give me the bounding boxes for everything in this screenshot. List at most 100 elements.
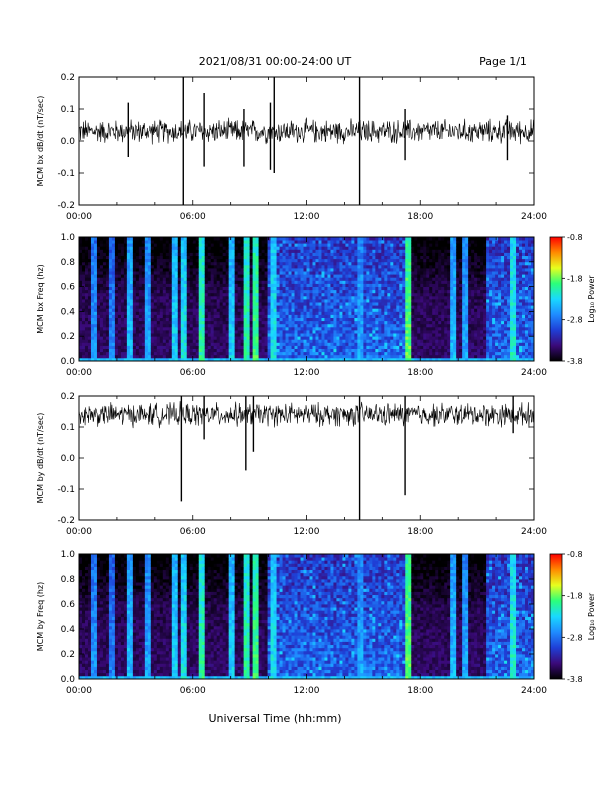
spectrogram-cell [387, 277, 391, 281]
spectrogram-cell [306, 274, 310, 278]
spectrogram-cell [231, 268, 236, 272]
spectrogram-cell [273, 243, 277, 247]
spectrogram-cell [168, 264, 173, 269]
spectrogram-cell [141, 348, 146, 353]
spectrogram-cell [360, 339, 364, 343]
spectrogram-cell [93, 277, 98, 281]
spectrogram-cell [105, 283, 110, 287]
spectrogram-cell [330, 277, 334, 281]
spectrogram-cell [216, 336, 221, 340]
spectrogram-cell [93, 314, 98, 318]
spectrogram-cell [120, 261, 125, 266]
spectrogram-cell [174, 243, 179, 247]
spectrogram-cell [390, 354, 394, 359]
spectrogram-cell [246, 280, 251, 284]
spectrogram-cell [426, 345, 430, 349]
spectrogram-cell [225, 330, 230, 334]
spectrogram-cell [327, 249, 331, 253]
spectrogram-cell [351, 268, 355, 272]
spectrogram-cell [390, 243, 394, 247]
spectrogram-cell [270, 286, 274, 291]
spectrogram-cell [408, 342, 412, 346]
spectrogram-cell [396, 339, 400, 343]
spectrogram-cell [339, 271, 343, 275]
spectrogram-cell [93, 311, 98, 315]
spectrogram-cell [363, 237, 367, 241]
spectrogram-cell [261, 354, 265, 359]
spectrogram-cell [192, 302, 197, 306]
spectrogram-cell [321, 302, 325, 306]
spectrogram-cell [138, 323, 143, 328]
spectrogram-cell [378, 271, 382, 275]
spectrogram-cell [168, 274, 173, 278]
spectrogram-cell [237, 302, 242, 306]
spectrogram-cell [90, 240, 95, 244]
spectrogram-cell [291, 339, 295, 343]
spectrogram-cell [186, 240, 191, 244]
spectrogram-cell [297, 286, 301, 291]
spectrogram-cell [294, 299, 298, 303]
spectrogram-cell [96, 354, 101, 359]
spectrogram-cell [432, 336, 436, 340]
spectrogram-cell [210, 323, 215, 328]
spectrogram-cell [213, 330, 218, 334]
spectrogram-cell [189, 289, 194, 294]
spectrogram-cell [150, 351, 155, 356]
spectrogram-cell [168, 336, 173, 340]
spectrogram-cell [216, 314, 221, 318]
spectrogram-cell [204, 333, 209, 337]
spectrogram-cell [138, 243, 143, 247]
spectrogram-cell [81, 240, 86, 244]
spectrogram-cell [213, 354, 218, 359]
spectrogram-cell [270, 323, 274, 328]
spectrogram-cell [186, 308, 191, 312]
spectrogram-cell [357, 252, 361, 256]
spectrogram-cell [84, 342, 89, 346]
spectrogram-cell [249, 333, 254, 337]
spectrogram-cell [90, 243, 95, 247]
spectrogram-cell [87, 277, 92, 281]
spectrogram-cell [79, 295, 83, 300]
spectrogram-cell [351, 326, 355, 331]
spectrogram-cell [87, 252, 92, 256]
spectrogram-cell [159, 289, 164, 294]
spectrogram-cell [429, 308, 433, 312]
spectrogram-cell [291, 333, 295, 337]
spectrogram-cell [414, 255, 418, 260]
spectrogram-cell [102, 268, 107, 272]
spectrogram-cell [252, 326, 257, 331]
spectrogram-cell [222, 299, 227, 303]
spectrogram-cell [162, 274, 167, 278]
spectrogram-cell [252, 252, 257, 256]
spectrogram-cell [120, 292, 125, 297]
spectrogram-cell [111, 357, 116, 362]
spectrogram-cell [345, 323, 349, 328]
spectrogram-cell [402, 311, 406, 315]
spectrogram-cell [399, 289, 403, 294]
spectrogram-cell [300, 271, 304, 275]
spectrogram-cell [96, 317, 101, 322]
spectrogram-cell [144, 354, 149, 359]
x-tick-label: 06:00 [180, 212, 206, 222]
spectrogram-cell [276, 255, 280, 260]
spectrogram-cell [267, 249, 271, 253]
spectrogram-cell [132, 357, 137, 362]
spectrogram-cell [267, 339, 271, 343]
spectrogram-cell [147, 295, 152, 300]
spectrogram-cell [267, 342, 271, 346]
spectrogram-cell [357, 246, 361, 250]
spectrogram-cell [135, 342, 140, 346]
spectrogram-cell [390, 314, 394, 318]
spectrogram-cell [291, 342, 295, 346]
spectrogram-cell [243, 357, 248, 362]
spectrogram-cell [426, 240, 430, 244]
spectrogram-cell [177, 302, 182, 306]
spectrogram-cell [291, 274, 295, 278]
spectrogram-cell [396, 299, 400, 303]
spectrogram-cell [213, 333, 218, 337]
spectrogram-cell [150, 249, 155, 253]
spectrogram-cell [354, 280, 358, 284]
spectrogram-cell [144, 299, 149, 303]
spectrogram-cell [240, 243, 245, 247]
spectrogram-cell [414, 292, 418, 297]
